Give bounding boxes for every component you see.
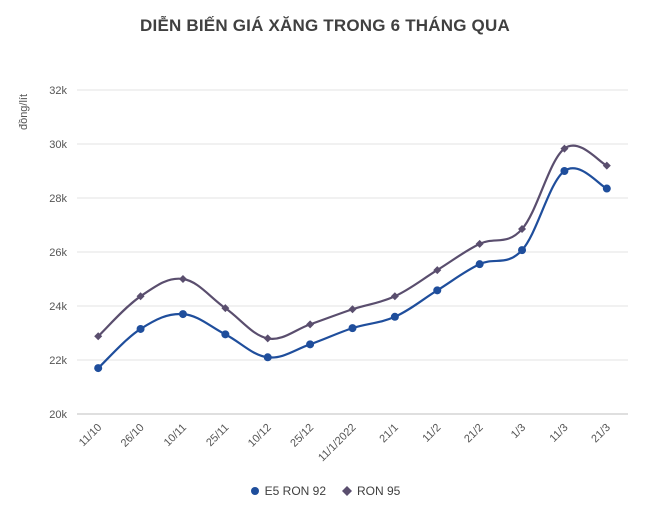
x-tick-label: 26/10 bbox=[119, 422, 147, 450]
data-point-ron-95[interactable] bbox=[390, 292, 399, 301]
chart-title: DIỄN BIẾN GIÁ XĂNG TRONG 6 THÁNG QUA bbox=[140, 16, 510, 35]
data-point-e5-ron-92[interactable] bbox=[221, 330, 230, 339]
legend-item-ron-95: RON 95 bbox=[342, 484, 400, 498]
x-tick-label: 1/3 bbox=[509, 422, 528, 441]
legend-label: RON 95 bbox=[357, 484, 401, 498]
x-tick-label: 11/3 bbox=[547, 422, 570, 445]
legend: E5 RON 92 RON 95 bbox=[0, 484, 650, 498]
data-point-ron-95[interactable] bbox=[221, 304, 230, 313]
x-tick-label: 10/11 bbox=[162, 422, 189, 449]
y-tick-label: 24k bbox=[49, 301, 67, 313]
data-point-ron-95[interactable] bbox=[518, 225, 527, 234]
y-tick-label: 20k bbox=[49, 409, 67, 421]
x-tick-label: 25/12 bbox=[288, 422, 316, 450]
data-point-ron-95[interactable] bbox=[433, 266, 442, 275]
data-point-ron-95[interactable] bbox=[263, 334, 272, 343]
data-point-e5-ron-92[interactable] bbox=[263, 353, 272, 362]
x-tick-label: 11/10 bbox=[77, 422, 104, 449]
data-point-e5-ron-92[interactable] bbox=[602, 184, 611, 193]
y-tick-label: 26k bbox=[49, 247, 67, 259]
circle-marker-icon bbox=[250, 487, 259, 495]
data-point-e5-ron-92[interactable] bbox=[475, 260, 484, 269]
data-point-ron-95[interactable] bbox=[306, 320, 315, 329]
y-tick-label: 30k bbox=[49, 139, 67, 151]
data-point-e5-ron-92[interactable] bbox=[518, 246, 527, 255]
x-tick-label: 25/11 bbox=[204, 422, 231, 449]
x-tick-label: 10/12 bbox=[246, 422, 274, 450]
gridlines bbox=[77, 89, 628, 415]
x-tick-label: 21/1 bbox=[377, 422, 401, 446]
y-tick-label: 32k bbox=[49, 85, 67, 97]
y-axis-ticks: 20k 22k 24k 26k 28k 30k 32k bbox=[49, 85, 67, 421]
legend-item-e5-ron-92: E5 RON 92 bbox=[250, 484, 326, 498]
data-point-ron-95[interactable] bbox=[602, 161, 611, 170]
x-tick-label: 21/2 bbox=[462, 422, 486, 446]
y-tick-label: 22k bbox=[49, 355, 67, 367]
data-point-ron-95[interactable] bbox=[178, 275, 187, 283]
x-axis-ticks: 11/10 26/10 10/11 25/11 10/12 25/12 11/1/2022 2… bbox=[77, 422, 613, 465]
y-tick-label: 28k bbox=[49, 193, 67, 205]
data-point-e5-ron-92[interactable] bbox=[348, 324, 357, 333]
x-tick-label: 21/3 bbox=[589, 422, 613, 446]
y-axis-label: đồng/lít bbox=[18, 94, 30, 130]
data-point-e5-ron-92[interactable] bbox=[433, 286, 442, 295]
legend-label: E5 RON 92 bbox=[264, 484, 326, 498]
data-point-e5-ron-92[interactable] bbox=[136, 324, 145, 333]
diamond-marker-icon bbox=[342, 486, 352, 496]
data-point-e5-ron-92[interactable] bbox=[94, 364, 103, 373]
series-group bbox=[94, 144, 611, 373]
data-point-e5-ron-92[interactable] bbox=[390, 312, 399, 321]
data-point-ron-95[interactable] bbox=[475, 239, 484, 248]
data-point-e5-ron-92[interactable] bbox=[306, 340, 315, 349]
data-point-ron-95[interactable] bbox=[560, 144, 569, 153]
data-point-e5-ron-92[interactable] bbox=[560, 167, 569, 175]
x-tick-label: 11/2 bbox=[420, 422, 443, 445]
x-tick-label: 11/1/2022 bbox=[316, 422, 359, 465]
data-point-ron-95[interactable] bbox=[94, 332, 103, 341]
data-point-ron-95[interactable] bbox=[348, 305, 357, 314]
data-point-ron-95[interactable] bbox=[136, 292, 145, 301]
data-point-e5-ron-92[interactable] bbox=[178, 310, 187, 319]
